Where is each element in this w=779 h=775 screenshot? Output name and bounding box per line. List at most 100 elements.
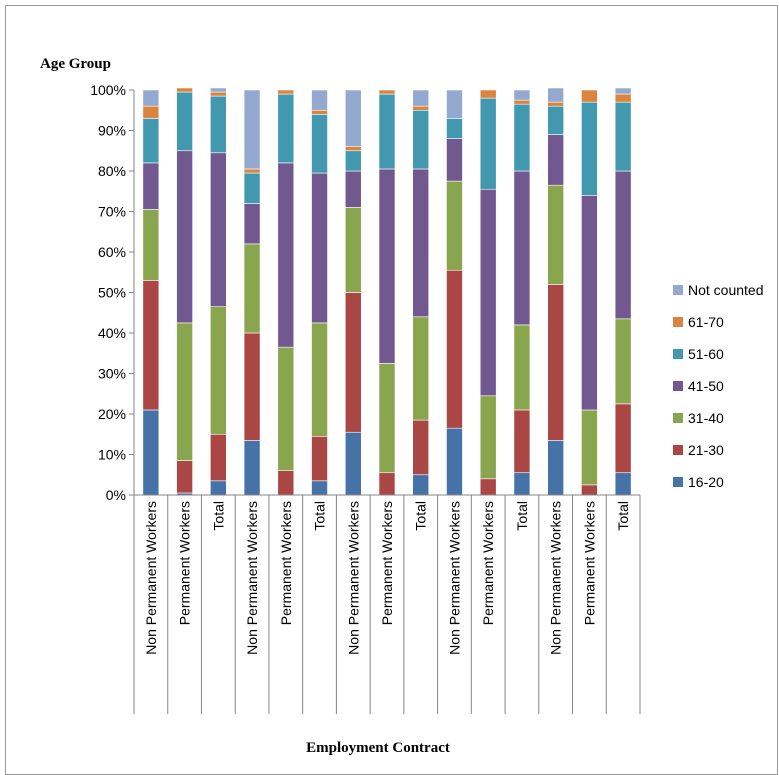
bars: [142, 87, 632, 496]
x-category-label: Non Permanent Workers: [548, 501, 564, 655]
x-axis: Non Permanent Workers Permanent Workers To…: [133, 494, 641, 714]
bar-segment-21-30: [210, 433, 227, 482]
bar-segment-61-70: [614, 93, 632, 103]
bar-segment-51-60: [142, 118, 160, 164]
bar-segment-31-40: [581, 409, 598, 486]
bar-segment-not-counted: [614, 87, 632, 95]
legend-label: 61-70: [688, 314, 724, 330]
bar-segment-41-50: [513, 170, 531, 326]
bar-segment-41-50: [311, 172, 328, 324]
bar-segment-51-60: [581, 101, 598, 196]
bar-segment-61-70: [210, 91, 227, 97]
bar-segment-not-counted: [446, 89, 463, 119]
x-category-label: Permanent Workers: [177, 501, 193, 625]
bar-segment-51-60: [614, 101, 632, 172]
bar-segment-51-60: [311, 114, 328, 174]
bar-segment-61-70: [243, 168, 261, 174]
x-category-label: Total: [210, 501, 226, 531]
bar-segment-41-50: [479, 188, 497, 397]
bar-segment-51-60: [243, 172, 261, 204]
bar-segment-41-50: [142, 162, 160, 210]
bar-segment-61-70: [277, 89, 295, 95]
legend-swatch: [673, 349, 683, 359]
bar-segment-41-50: [614, 170, 632, 320]
bar-segment-16-20: [142, 409, 160, 496]
bar-segment-41-50: [581, 195, 598, 411]
x-category-label: Total: [413, 501, 429, 531]
legend-label: 16-20: [688, 474, 724, 490]
y-tick-label: 70%: [98, 204, 126, 220]
x-category-label: Permanent Workers: [480, 501, 496, 625]
bar-segment-51-60: [446, 118, 463, 139]
bar-segment-41-50: [243, 203, 261, 245]
y-axis-title: Age Group: [40, 56, 111, 72]
bar-segment-51-60: [412, 109, 430, 170]
bar-segment-16-20: [614, 472, 632, 496]
bar-segment-41-50: [412, 168, 430, 318]
bar-segment-61-70: [581, 89, 598, 103]
legend-swatch: [673, 477, 683, 487]
bar-segment-41-50: [210, 152, 227, 307]
bar-segment-21-30: [446, 269, 463, 429]
bar-segment-not-counted: [547, 87, 564, 103]
bar-segment-21-30: [479, 478, 497, 496]
y-tick-label: 30%: [98, 366, 126, 382]
bar-segment-21-30: [277, 470, 295, 496]
y-tick-label: 80%: [98, 163, 126, 179]
x-category-label: Non Permanent Workers: [345, 501, 361, 655]
legend-label: 51-60: [688, 346, 724, 362]
bar-segment-not-counted: [344, 89, 362, 148]
y-tick-label: 90%: [98, 123, 126, 139]
bar-segment-not-counted: [210, 87, 227, 93]
bar-segment-16-20: [513, 472, 531, 496]
x-category-label: Total: [312, 501, 328, 531]
bar-segment-31-40: [142, 209, 160, 281]
bar-segment-not-counted: [142, 89, 160, 107]
x-category-label: Permanent Workers: [581, 501, 597, 625]
bar-segment-21-30: [378, 472, 396, 496]
bar-segment-31-40: [614, 318, 632, 405]
y-tick-label: 100%: [90, 82, 126, 98]
x-category-label: Total: [615, 501, 631, 531]
bar-segment-31-40: [547, 184, 564, 285]
x-category-label: Non Permanent Workers: [244, 501, 260, 655]
bar-segment-61-70: [344, 146, 362, 152]
bar-segment-21-30: [513, 409, 531, 474]
bar-segment-61-70: [412, 105, 430, 111]
x-category-label: Total: [514, 501, 530, 531]
bar-segment-61-70: [311, 109, 328, 115]
y-tick-label: 20%: [98, 406, 126, 422]
bar-segment-61-70: [176, 87, 193, 93]
bar-segment-51-60: [547, 105, 564, 135]
bar-segment-41-50: [277, 162, 295, 348]
chart-frame: Age Group Employment Contract 0% 10% 20% 30…: [5, 5, 778, 775]
bar-segment-61-70: [142, 105, 160, 119]
x-category-label: Permanent Workers: [278, 501, 294, 625]
x-category-label: Non Permanent Workers: [143, 501, 159, 655]
legend-label: 41-50: [688, 378, 724, 394]
bar-segment-51-60: [378, 93, 396, 170]
bar-segment-61-70: [479, 89, 497, 99]
bar-segment-31-40: [176, 322, 193, 461]
bar-segment-21-30: [581, 484, 598, 496]
bar-segment-16-20: [547, 440, 564, 496]
legend-swatch: [673, 285, 683, 295]
legend-swatch: [673, 445, 683, 455]
x-category-label: Permanent Workers: [379, 501, 395, 625]
bar-segment-16-20: [243, 440, 261, 496]
bar-segment-41-50: [176, 150, 193, 324]
bar-segment-51-60: [344, 150, 362, 172]
bar-segment-61-70: [547, 101, 564, 107]
bar-segment-not-counted: [412, 89, 430, 107]
legend-swatch: [673, 381, 683, 391]
legend-label: 21-30: [688, 442, 724, 458]
bar-segment-21-30: [176, 460, 193, 494]
bar-segment-21-30: [311, 435, 328, 482]
bar-segment-51-60: [277, 93, 295, 164]
y-axis: 0% 10% 20% 30% 40% 50% 60% 70% 80% 90% 100%: [90, 82, 135, 503]
bar-segment-21-30: [547, 284, 564, 441]
bar-segment-41-50: [547, 134, 564, 186]
bar-segment-31-40: [243, 243, 261, 334]
bar-segment-51-60: [176, 91, 193, 152]
bar-segment-16-20: [311, 480, 328, 496]
